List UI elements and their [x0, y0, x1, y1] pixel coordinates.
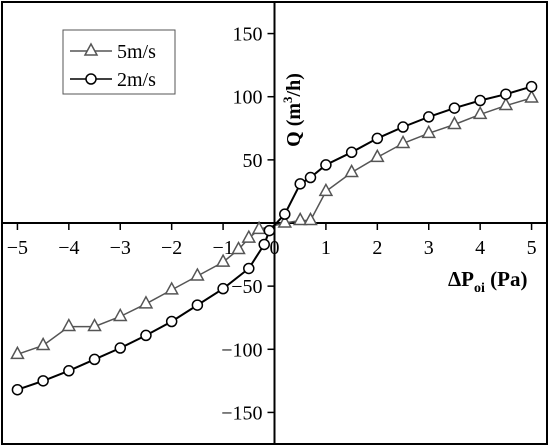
data-point-triangle — [138, 295, 154, 309]
x-tick-label: −3 — [110, 237, 131, 259]
legend-triangle-marker — [83, 42, 99, 56]
data-point-triangle — [231, 240, 246, 255]
data-point-circle — [371, 132, 384, 145]
data-point-circle — [474, 94, 486, 107]
data-point-triangle — [251, 220, 267, 235]
data-point-triangle — [318, 182, 334, 197]
x-tick-label: 4 — [475, 237, 485, 259]
x-tick-label: 3 — [424, 237, 434, 259]
x-axis-label: ΔPoi (Pa) — [448, 267, 527, 296]
data-point-triangle — [215, 253, 231, 267]
data-point-circle — [114, 342, 127, 354]
data-point-triangle — [303, 211, 318, 226]
data-point-circle — [11, 383, 24, 396]
data-point-triangle — [524, 89, 539, 103]
y-tick-label: 150 — [233, 24, 263, 46]
data-point-circle — [294, 178, 306, 190]
y-axis-label: Q (m3/h) — [280, 73, 305, 147]
data-point-circle — [191, 299, 204, 311]
data-point-triangle — [498, 96, 514, 111]
data-point-triangle — [277, 214, 293, 228]
data-point-circle — [258, 238, 270, 251]
y-tick-label: 100 — [233, 87, 263, 109]
y-ticks: −150 −100 −50 50 100 150 — [221, 24, 275, 424]
y-tick-label: −50 — [231, 276, 262, 298]
data-point-circle — [63, 365, 75, 377]
x-tick-label: 1 — [321, 237, 331, 259]
data-point-circle — [243, 262, 255, 275]
legend-label-5ms: 5m/s — [117, 41, 156, 63]
legend-label-2ms: 2m/s — [117, 69, 156, 91]
data-point-circle — [422, 111, 435, 123]
data-point-triangle — [447, 115, 462, 130]
data-point-triangle — [370, 148, 385, 163]
series-1 — [11, 80, 538, 396]
x-tick-label: −1 — [212, 237, 233, 259]
legend: 5m/s 2m/s — [62, 29, 176, 95]
data-point-circle — [500, 88, 512, 100]
data-point-circle — [320, 159, 332, 171]
legend-box — [62, 29, 176, 95]
data-point-circle — [37, 375, 49, 387]
data-point-triangle — [87, 317, 102, 332]
series-layer — [10, 80, 539, 396]
x-tick-label: 5 — [527, 237, 537, 259]
data-point-triangle — [344, 163, 359, 178]
data-point-triangle — [472, 105, 488, 120]
x-tick-label: −2 — [161, 237, 182, 259]
data-point-circle — [397, 121, 409, 133]
data-point-circle — [263, 224, 276, 237]
data-point-triangle — [164, 281, 179, 295]
data-point-circle — [217, 282, 229, 295]
data-point-triangle — [112, 307, 128, 322]
y-tick-label: 50 — [243, 150, 263, 172]
data-point-circle — [525, 80, 538, 93]
data-point-circle — [448, 102, 461, 114]
data-point-triangle — [241, 229, 257, 243]
data-point-triangle — [292, 211, 308, 226]
data-point-triangle — [395, 134, 411, 149]
y-tick-label: −100 — [221, 339, 262, 361]
x-tick-label: −4 — [58, 237, 79, 259]
data-point-triangle — [10, 345, 25, 360]
x-tick-label: 2 — [372, 237, 382, 259]
data-point-circle — [345, 146, 358, 159]
data-point-circle — [88, 353, 101, 366]
y-tick-label: −150 — [221, 402, 262, 424]
x-tick-label: 0 — [270, 237, 280, 259]
data-point-circle — [140, 329, 152, 342]
data-point-triangle — [421, 124, 437, 139]
data-point-triangle — [190, 267, 205, 281]
data-point-triangle — [61, 317, 77, 332]
data-point-circle — [165, 315, 178, 328]
data-point-triangle — [35, 336, 51, 351]
data-point-circle — [279, 208, 291, 220]
data-point-circle — [304, 171, 317, 184]
x-ticks: −5 −4 −3 −2 −1 0 1 2 3 4 5 — [7, 223, 537, 259]
legend-circle-marker — [85, 73, 97, 85]
x-tick-label: −5 — [7, 237, 28, 259]
